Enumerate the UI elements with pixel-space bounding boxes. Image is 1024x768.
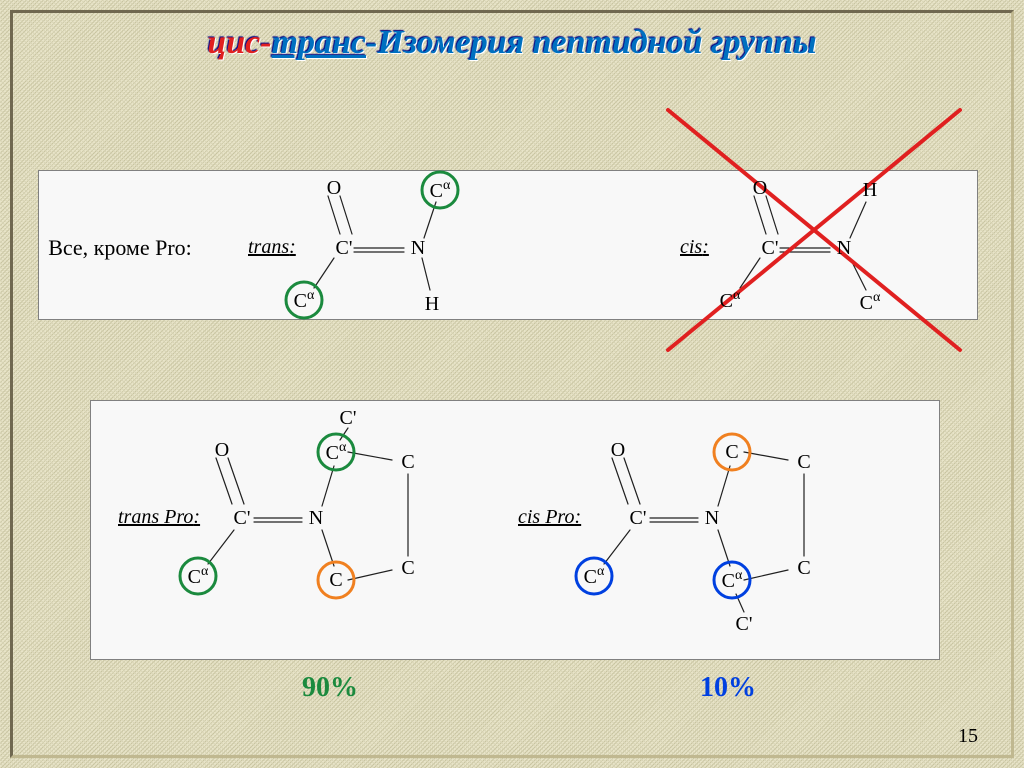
atom-N: N xyxy=(837,238,851,258)
atom-Cprime: C' xyxy=(762,238,779,258)
atom-C: C xyxy=(401,452,414,472)
atom-Cprime: C' xyxy=(630,508,647,528)
atom-N: N xyxy=(705,508,719,528)
atom-H: H xyxy=(425,294,439,314)
atom-Calpha: Cα xyxy=(294,289,315,311)
atom-Cprime: C' xyxy=(340,408,357,428)
atom-Calpha: Cα xyxy=(860,291,881,313)
atom-O: O xyxy=(327,178,341,198)
atom-Calpha: Cα xyxy=(430,179,451,201)
atom-C: C xyxy=(797,558,810,578)
atom-O: O xyxy=(753,178,767,198)
atom-Calpha: Cα xyxy=(584,565,605,587)
atom-C: C xyxy=(329,570,342,590)
atom-C: C xyxy=(401,558,414,578)
cis-pro-percentage: 10% xyxy=(700,672,756,704)
atom-Cprime: C' xyxy=(736,614,753,634)
atom-Cprime: C' xyxy=(336,238,353,258)
atom-Calpha: Cα xyxy=(722,569,743,591)
atom-O: O xyxy=(611,440,625,460)
trans-pro-percentage: 90% xyxy=(302,672,358,704)
atom-Calpha: Cα xyxy=(326,441,347,463)
chemistry-overlay xyxy=(0,0,1024,768)
atom-N: N xyxy=(411,238,425,258)
atom-Calpha: Cα xyxy=(720,289,741,311)
page-number: 15 xyxy=(958,725,978,748)
atom-C: C xyxy=(797,452,810,472)
atom-N: N xyxy=(309,508,323,528)
atom-O: O xyxy=(215,440,229,460)
atom-H: H xyxy=(863,180,877,200)
atom-Cprime: C' xyxy=(234,508,251,528)
atom-C: C xyxy=(725,442,738,462)
atom-Calpha: Cα xyxy=(188,565,209,587)
